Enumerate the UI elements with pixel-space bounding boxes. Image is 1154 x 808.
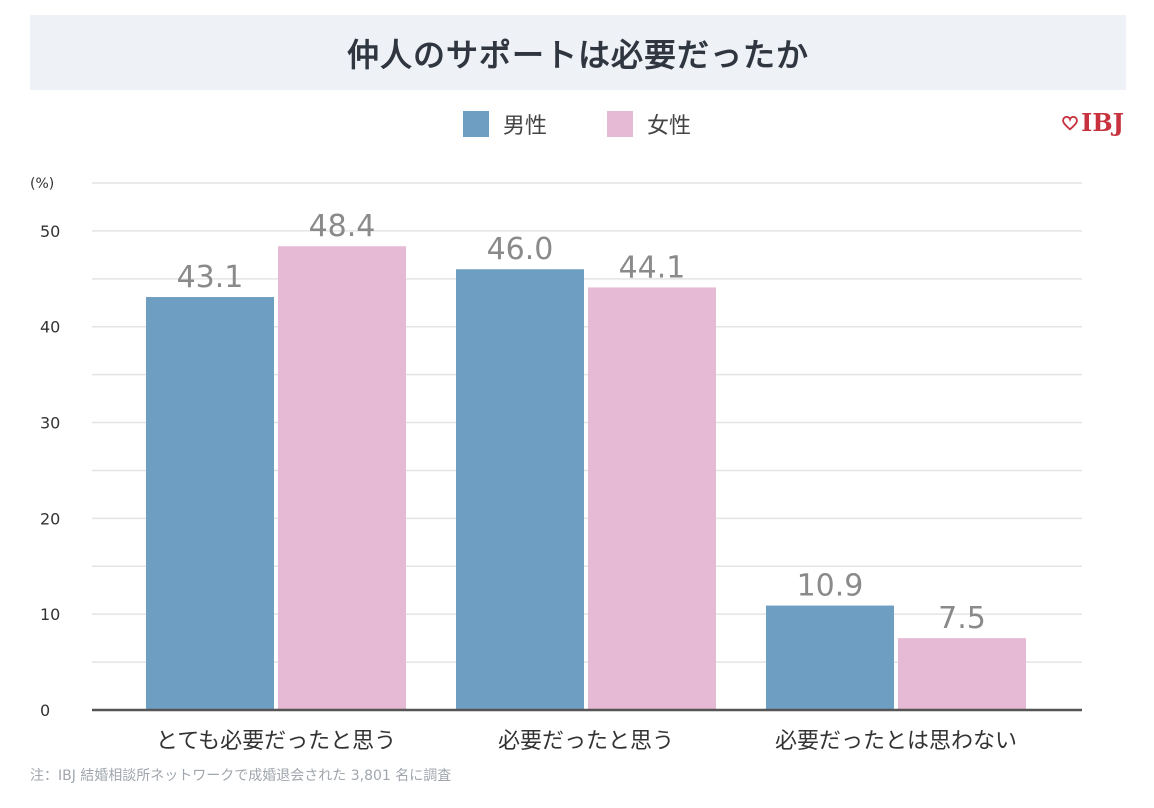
bar-male-2 <box>766 605 894 710</box>
logo-text: IBJ <box>1081 108 1124 137</box>
category-label: 必要だったと思う <box>498 729 674 754</box>
title-band: 仲人のサポートは必要だったか <box>30 15 1126 90</box>
heart-icon <box>1062 115 1078 130</box>
data-label: 44.1 <box>619 250 686 285</box>
y-unit-label: (%) <box>30 176 54 192</box>
data-label: 43.1 <box>177 260 244 295</box>
legend-label-female: 女性 <box>647 114 692 139</box>
ibj-logo: IBJ <box>1061 108 1124 137</box>
legend-label-male: 男性 <box>502 114 547 139</box>
data-label: 48.4 <box>309 209 376 244</box>
legend-item-male: 男性 <box>462 108 547 140</box>
category-label: とても必要だったと思う <box>156 729 396 754</box>
bar-male-0 <box>146 297 274 710</box>
legend: 男性 女性 <box>0 108 1154 140</box>
y-tick-label: 0 <box>40 701 50 720</box>
data-label: 10.9 <box>797 569 864 604</box>
footnote: 注：IBJ 結婚相談所ネットワークで成婚退会された 3,801 名に調査 <box>30 768 452 784</box>
bar-female-1 <box>588 287 716 710</box>
bar-female-2 <box>898 638 1026 710</box>
data-label: 46.0 <box>487 232 554 267</box>
bars-layer <box>146 246 1026 711</box>
y-tick-label: 20 <box>40 509 60 528</box>
legend-swatch-male <box>462 111 489 137</box>
legend-swatch-female <box>607 111 633 137</box>
legend-item-female: 女性 <box>607 108 691 140</box>
chart-title: 仲人のサポートは必要だったか <box>346 35 809 74</box>
y-tick-label: 30 <box>40 414 60 433</box>
y-tick-label: 10 <box>40 605 60 624</box>
category-label: 必要だったとは思わない <box>775 729 1017 754</box>
bar-male-1 <box>456 269 584 710</box>
labels-layer: 0 10 20 30 40 50 (%) 43.1 48.4 とても必要だったと思う 46.0 44.… <box>30 176 1082 754</box>
y-tick-label: 50 <box>40 222 60 241</box>
data-label: 7.5 <box>938 601 986 636</box>
bar-female-0 <box>278 246 406 711</box>
y-tick-label: 40 <box>40 318 60 337</box>
